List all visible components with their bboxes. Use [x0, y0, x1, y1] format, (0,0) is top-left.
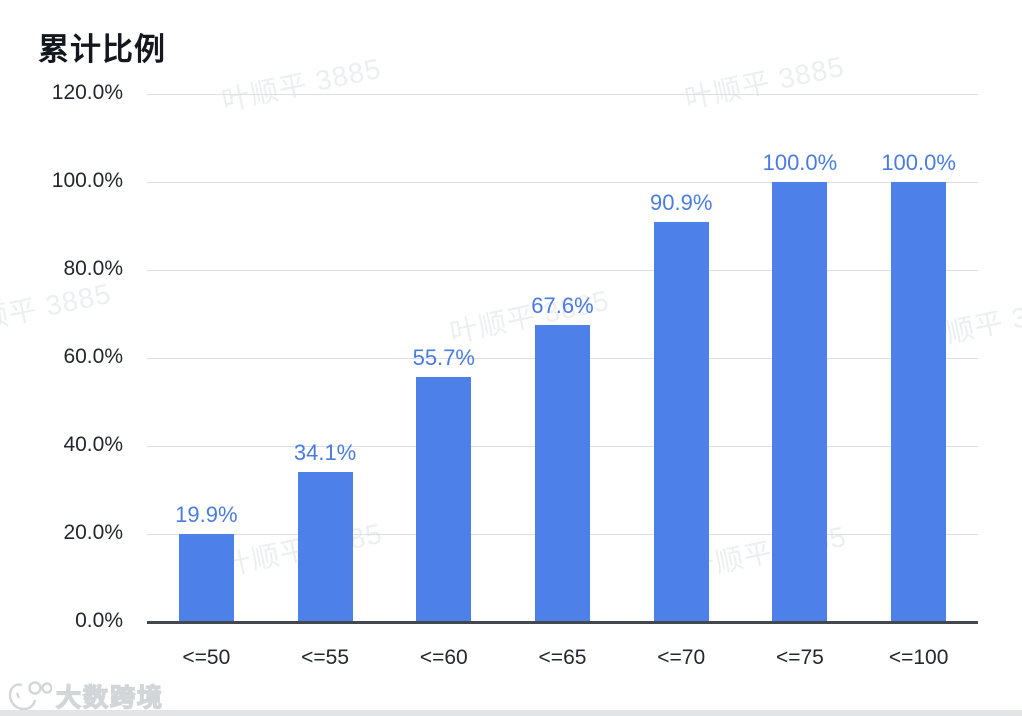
bar-value-label: 34.1%	[293, 439, 357, 465]
y-axis-tick-label: 20.0%	[63, 521, 123, 544]
diagonal-watermark: 叶顺平 3885	[0, 277, 115, 342]
chart-title: 累计比例	[38, 32, 166, 67]
y-axis-tick-label: 0.0%	[75, 609, 123, 632]
bar	[535, 324, 590, 622]
y-gridline	[147, 93, 978, 95]
y-gridline	[147, 181, 978, 183]
brand-watermark-label: 大数跨境	[55, 683, 165, 712]
bottom-edge-strip	[0, 710, 1022, 716]
y-gridline	[147, 269, 978, 271]
x-axis-tick-label: <=70	[657, 646, 706, 669]
bar-value-label: 55.7%	[412, 344, 475, 370]
bar-value-label: 67.6%	[531, 292, 594, 318]
x-axis-tick-label: <=60	[419, 646, 468, 669]
diagonal-watermark: 叶顺平 3885	[682, 50, 848, 115]
bar-value-label: 90.9%	[650, 190, 713, 216]
bar-value-label: 100.0%	[881, 150, 956, 175]
x-axis-tick-label: <=75	[775, 646, 824, 669]
y-axis-tick-label: 80.0%	[63, 257, 123, 280]
bar	[891, 182, 947, 622]
bar	[416, 376, 472, 622]
bar	[653, 222, 709, 622]
bar	[772, 182, 828, 622]
brand-watermark: 大数跨境	[8, 678, 164, 714]
y-axis-tick-label: 120.0%	[51, 81, 123, 104]
bar	[178, 534, 234, 622]
y-axis-tick-label: 100.0%	[51, 169, 123, 192]
bar-value-label: 19.9%	[175, 502, 238, 528]
x-axis-tick-label: <=50	[182, 646, 231, 669]
diagonal-watermark: 叶顺平 3885	[219, 52, 385, 117]
x-axis-tick-label: <=100	[888, 646, 949, 669]
x-axis-tick-label: <=65	[538, 646, 587, 669]
bar	[297, 471, 353, 622]
bar-value-label: 100.0%	[762, 150, 838, 175]
y-axis-tick-label: 40.0%	[63, 433, 123, 456]
x-axis-line	[147, 621, 978, 624]
x-axis-tick-label: <=55	[301, 646, 349, 669]
y-axis-tick-label: 60.0%	[63, 345, 123, 368]
brand-logo-icon	[8, 681, 52, 711]
